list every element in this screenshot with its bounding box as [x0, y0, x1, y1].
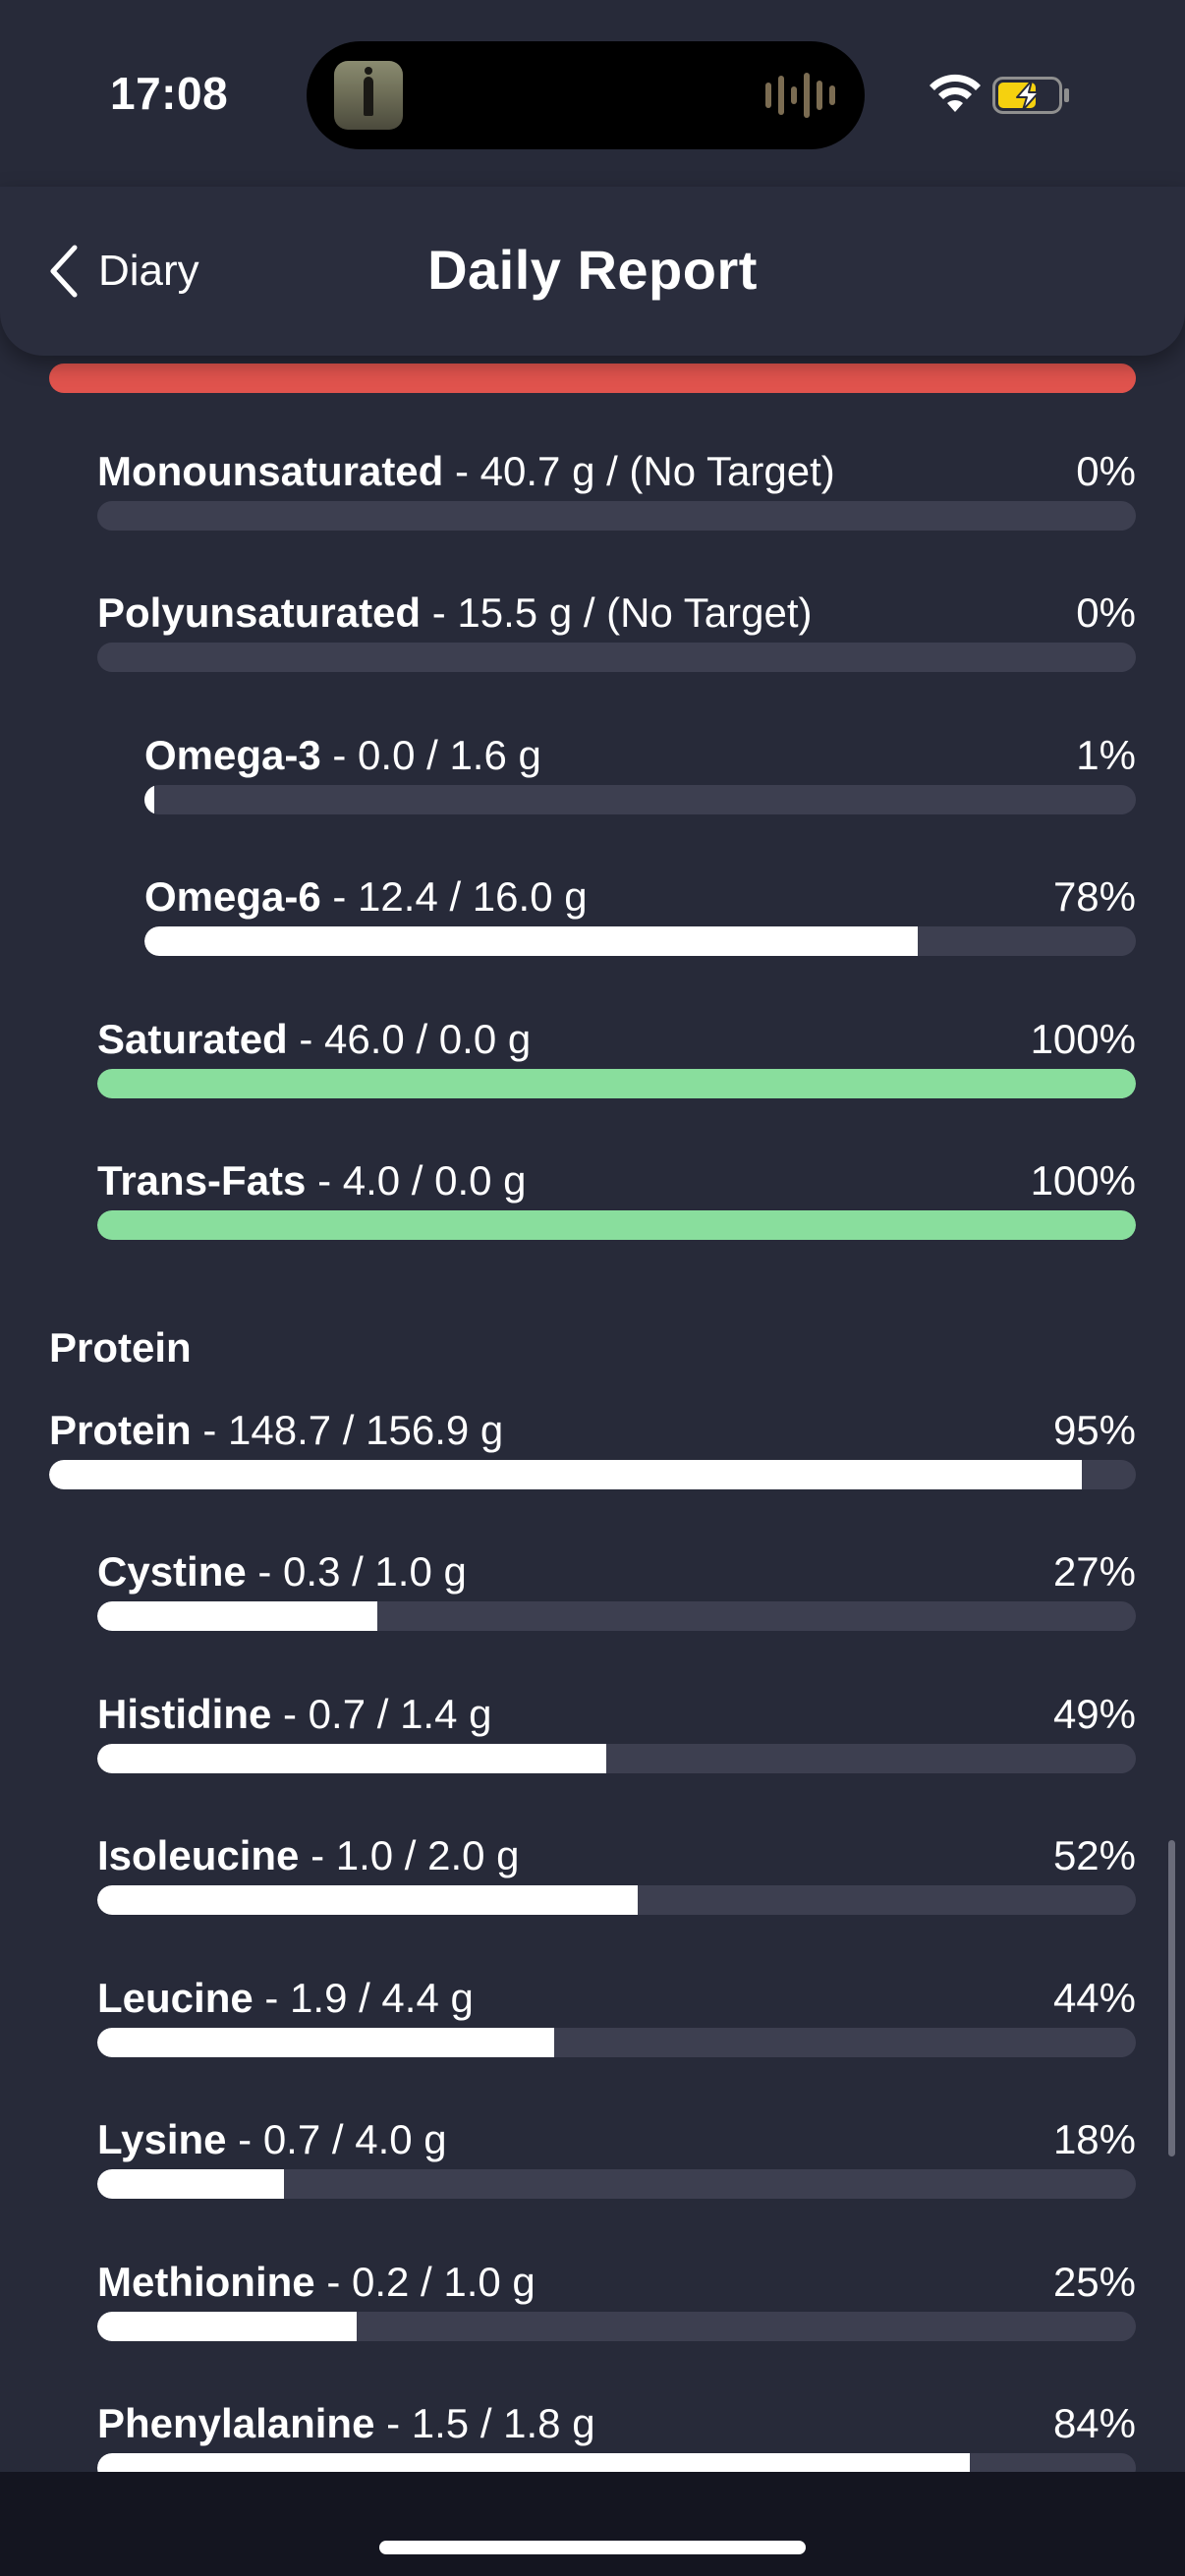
nutrient-row-phenylalanine: Phenylalanine - 1.5 / 1.8 g 84%	[97, 2400, 1136, 2472]
nutrient-row-methionine: Methionine - 0.2 / 1.0 g 25%	[97, 2259, 1136, 2341]
nutrient-progress-fill	[97, 2453, 970, 2472]
nutrient-progress-track	[97, 2453, 1136, 2472]
nutrient-label: Omega-3 - 0.0 / 1.6 g	[144, 732, 541, 778]
nutrient-percent: 78%	[1052, 873, 1136, 920]
nutrient-progress-fill	[97, 2312, 358, 2341]
nutrient-row-monounsaturated: Monounsaturated - 40.7 g / (No Target) 0…	[97, 448, 1136, 531]
nutrient-percent: 49%	[1052, 1691, 1136, 1737]
nutrient-percent: 0%	[1076, 448, 1136, 494]
nutrient-row-leucine: Leucine - 1.9 / 4.4 g 44%	[97, 1975, 1136, 2057]
chevron-left-icon	[50, 245, 78, 298]
back-button-label: Diary	[98, 247, 199, 295]
nutrient-row-omega-3: Omega-3 - 0.0 / 1.6 g 1%	[144, 732, 1136, 814]
section-title-protein: Protein	[49, 1324, 192, 1371]
nutrient-progress-track	[97, 1210, 1136, 1240]
nav-header: Diary Daily Report	[0, 187, 1185, 356]
nutrient-progress-track	[144, 785, 1136, 814]
nutrient-progress-track	[97, 2028, 1136, 2057]
nutrient-progress-track	[97, 2312, 1136, 2341]
nutrient-percent: 52%	[1052, 1832, 1136, 1878]
nutrient-row-polyunsaturated: Polyunsaturated - 15.5 g / (No Target) 0…	[97, 589, 1136, 672]
nutrient-row-histidine: Histidine - 0.7 / 1.4 g 49%	[97, 1691, 1136, 1773]
nutrient-percent: 25%	[1052, 2259, 1136, 2305]
nutrient-row-isoleucine: Isoleucine - 1.0 / 2.0 g 52%	[97, 1832, 1136, 1915]
nutrient-progress-fill	[97, 1601, 378, 1631]
nutrient-progress-fill	[144, 785, 155, 814]
status-bar: 17:08	[0, 0, 1185, 187]
now-playing-artwork	[334, 61, 403, 130]
nutrient-row-lysine: Lysine - 0.7 / 4.0 g 18%	[97, 2116, 1136, 2199]
nutrient-row-cystine: Cystine - 0.3 / 1.0 g 27%	[97, 1548, 1136, 1631]
nutrient-progress-track	[97, 643, 1136, 672]
nutrient-label: Cystine - 0.3 / 1.0 g	[97, 1548, 467, 1595]
report-content[interactable]: Monounsaturated - 40.7 g / (No Target) 0…	[0, 356, 1185, 2472]
back-button[interactable]: Diary	[47, 242, 199, 301]
home-indicator[interactable]	[379, 2541, 806, 2554]
nutrient-percent: 27%	[1052, 1548, 1136, 1595]
nutrient-label: Lysine - 0.7 / 4.0 g	[97, 2116, 447, 2162]
dynamic-island[interactable]	[307, 41, 865, 149]
nutrient-progress-track	[97, 501, 1136, 531]
nutrient-percent: 84%	[1052, 2400, 1136, 2446]
nutrient-progress-track	[97, 2169, 1136, 2199]
nutrient-row-saturated: Saturated - 46.0 / 0.0 g 100%	[97, 1016, 1136, 1098]
nutrient-percent: 44%	[1052, 1975, 1136, 2021]
nutrient-percent: 100%	[1030, 1016, 1136, 1062]
nutrient-progress-fill	[97, 2028, 555, 2057]
nutrient-progress-track	[144, 926, 1136, 956]
wifi-icon	[930, 74, 981, 112]
nutrient-progress-fill	[97, 1744, 606, 1773]
nutrient-row-protein-total: Protein - 148.7 / 156.9 g 95%	[49, 1407, 1136, 1489]
nutrient-progress-fill	[97, 2169, 285, 2199]
nutrient-percent: 18%	[1052, 2116, 1136, 2162]
nutrient-label: Omega-6 - 12.4 / 16.0 g	[144, 873, 588, 920]
audio-waveform-icon	[765, 73, 835, 118]
fats-progress-bar	[49, 364, 1136, 393]
home-indicator-area	[0, 2472, 1185, 2576]
nutrient-label: Saturated - 46.0 / 0.0 g	[97, 1016, 532, 1062]
nutrient-progress-fill	[144, 926, 919, 956]
nutrient-percent: 95%	[1052, 1407, 1136, 1453]
page-title: Daily Report	[427, 239, 758, 301]
status-time: 17:08	[110, 68, 229, 119]
nutrient-progress-fill	[97, 1885, 638, 1915]
nutrient-progress-track	[97, 1885, 1136, 1915]
nutrient-label: Trans-Fats - 4.0 / 0.0 g	[97, 1157, 527, 1204]
battery-charging-icon	[992, 77, 1069, 114]
nutrient-row-trans-fats: Trans-Fats - 4.0 / 0.0 g 100%	[97, 1157, 1136, 1240]
nutrient-progress-track	[49, 1460, 1136, 1489]
nutrient-progress-track	[97, 1744, 1136, 1773]
nutrient-progress-track	[97, 1069, 1136, 1098]
nutrient-label: Methionine - 0.2 / 1.0 g	[97, 2259, 536, 2305]
nutrient-label: Phenylalanine - 1.5 / 1.8 g	[97, 2400, 595, 2446]
nutrient-label: Histidine - 0.7 / 1.4 g	[97, 1691, 492, 1737]
nutrient-label: Isoleucine - 1.0 / 2.0 g	[97, 1832, 520, 1878]
nutrient-percent: 100%	[1030, 1157, 1136, 1204]
nutrient-label: Polyunsaturated - 15.5 g / (No Target)	[97, 589, 813, 636]
nutrient-percent: 1%	[1076, 732, 1136, 778]
nutrient-row-omega-6: Omega-6 - 12.4 / 16.0 g 78%	[144, 873, 1136, 956]
nutrient-label: Protein - 148.7 / 156.9 g	[49, 1407, 504, 1453]
vertical-scrollbar[interactable]	[1168, 1840, 1175, 2156]
nutrient-label: Monounsaturated - 40.7 g / (No Target)	[97, 448, 835, 494]
nutrient-progress-track	[97, 1601, 1136, 1631]
nutrient-label: Leucine - 1.9 / 4.4 g	[97, 1975, 474, 2021]
nutrient-progress-fill	[97, 1210, 1136, 1240]
nutrient-progress-fill	[97, 1069, 1136, 1098]
nutrient-progress-fill	[49, 1460, 1082, 1489]
nutrient-percent: 0%	[1076, 589, 1136, 636]
